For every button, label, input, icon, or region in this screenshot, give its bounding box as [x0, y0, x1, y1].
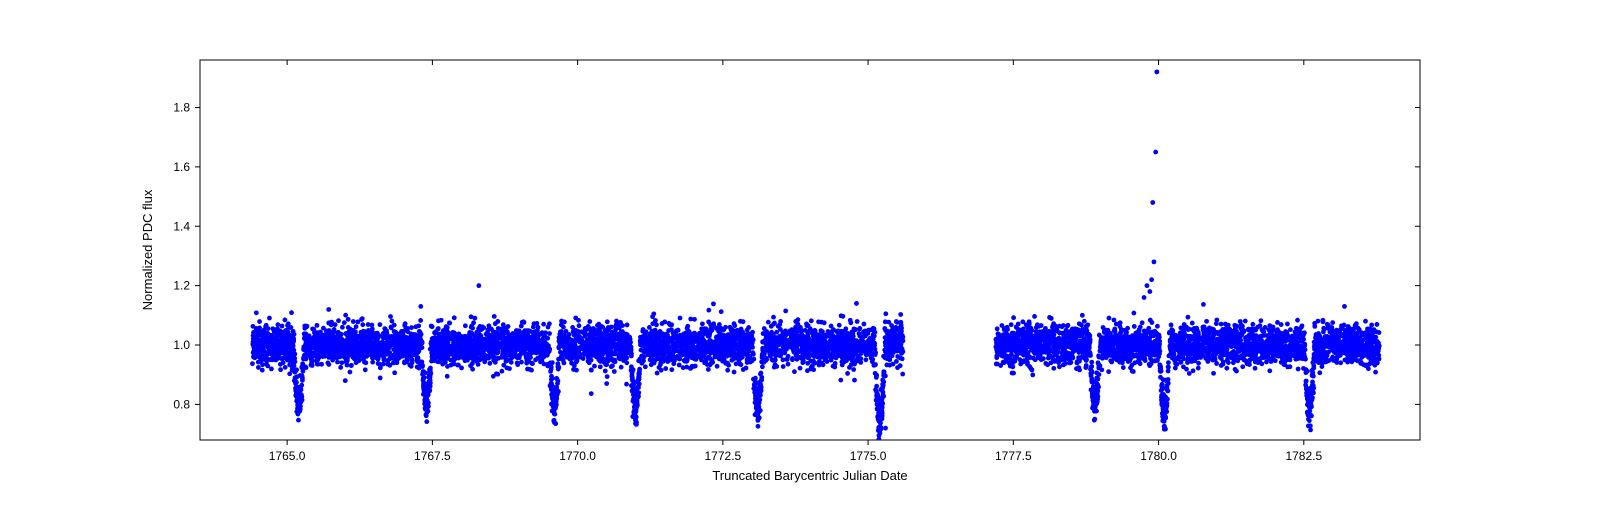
- x-tick-label: 1767.5: [414, 449, 451, 463]
- lightcurve-chart: 1765.0 1767.5 1770.0 1772.5 1775.0 1777.5 1780…: [0, 0, 1600, 500]
- x-tick-label: 1782.5: [1285, 449, 1322, 463]
- x-tick-label: 1765.0: [269, 449, 306, 463]
- y-tick-label: 1.4: [173, 219, 190, 233]
- y-tick-label: 1.2: [173, 279, 190, 293]
- x-tick-label: 1772.5: [705, 449, 742, 463]
- x-tick-label: 1780.0: [1140, 449, 1177, 463]
- x-tick-label: 1777.5: [995, 449, 1032, 463]
- chart-svg: 1765.0 1767.5 1770.0 1772.5 1775.0 1777.5 1780…: [0, 0, 1600, 500]
- y-tick-label: 1.8: [173, 101, 190, 115]
- y-tick-label: 1.0: [173, 338, 190, 352]
- y-tick-label: 0.8: [173, 397, 190, 411]
- x-tick-label: 1770.0: [559, 449, 596, 463]
- y-axis-label: Normalized PDC flux: [140, 189, 155, 310]
- x-axis-label: Truncated Barycentric Julian Date: [712, 468, 907, 483]
- y-tick-label: 1.6: [173, 160, 190, 174]
- x-tick-label: 1775.0: [850, 449, 887, 463]
